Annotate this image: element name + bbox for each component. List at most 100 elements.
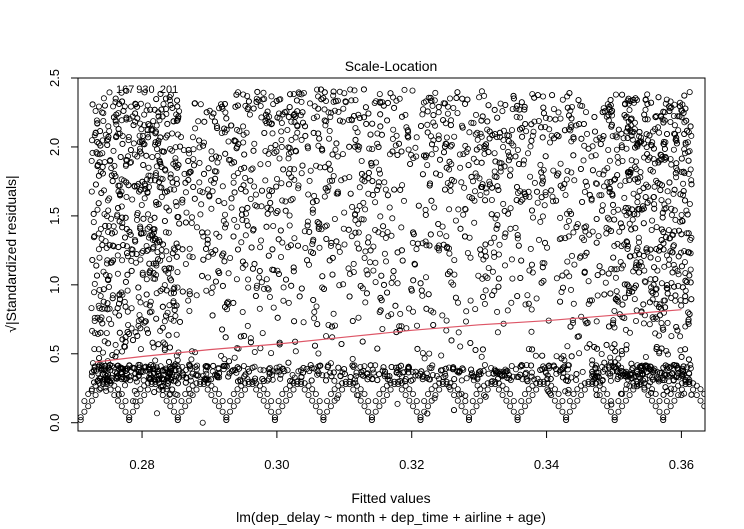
scatter-point bbox=[282, 276, 289, 283]
scatter-point bbox=[134, 183, 141, 190]
scatter-point bbox=[179, 199, 186, 206]
scatter-point bbox=[445, 245, 452, 252]
scatter-point bbox=[341, 366, 348, 373]
scatter-point bbox=[592, 180, 599, 187]
scatter-point bbox=[499, 373, 506, 380]
scatter-point bbox=[365, 398, 372, 405]
scatter-point bbox=[110, 114, 117, 121]
scatter-point bbox=[309, 209, 316, 216]
scatter-point bbox=[365, 110, 372, 117]
scatter-point bbox=[208, 382, 215, 389]
scatter-point bbox=[419, 111, 426, 118]
scatter-point bbox=[388, 363, 395, 370]
scatter-point bbox=[336, 117, 343, 124]
scatter-point bbox=[265, 252, 272, 259]
scatter-point bbox=[506, 172, 513, 179]
scatter-point bbox=[138, 201, 145, 208]
scatter-point bbox=[313, 113, 320, 120]
scatter-point bbox=[162, 229, 169, 236]
scatter-point bbox=[557, 298, 564, 305]
scatter-point bbox=[592, 365, 599, 372]
scatter-point bbox=[540, 104, 547, 111]
scatter-point bbox=[281, 109, 288, 116]
scatter-point bbox=[639, 370, 646, 377]
scatter-point bbox=[618, 130, 625, 137]
scatter-point bbox=[105, 228, 112, 235]
scatter-point bbox=[670, 190, 677, 197]
scatter-point bbox=[223, 416, 230, 423]
scatter-point bbox=[432, 145, 439, 152]
scatter-point bbox=[364, 239, 371, 246]
scatter-point bbox=[241, 151, 248, 158]
scatter-point bbox=[637, 375, 644, 382]
scatter-point bbox=[326, 127, 333, 134]
scatter-point bbox=[595, 369, 602, 376]
scatter-point bbox=[295, 185, 302, 192]
scatter-point bbox=[540, 378, 547, 385]
scatter-point bbox=[325, 160, 332, 167]
scatter-point bbox=[423, 242, 430, 249]
scatter-point bbox=[381, 179, 388, 186]
scatter-point bbox=[186, 291, 193, 298]
scatter-point bbox=[291, 166, 298, 173]
scatter-point bbox=[244, 204, 251, 211]
scatter-point bbox=[528, 137, 535, 144]
scatter-point bbox=[124, 271, 131, 278]
scatter-point bbox=[94, 272, 101, 279]
scatter-point bbox=[624, 245, 631, 252]
scatter-point bbox=[589, 378, 596, 385]
scatter-point bbox=[388, 311, 395, 318]
scatter-point bbox=[153, 239, 160, 246]
scatter-point bbox=[610, 208, 617, 215]
scatter-point bbox=[460, 211, 467, 218]
scatter-point bbox=[214, 125, 221, 132]
scatter-point bbox=[424, 162, 431, 169]
scatter-point bbox=[606, 185, 613, 192]
scatter-point bbox=[558, 288, 565, 295]
scatter-point bbox=[390, 126, 397, 133]
scatter-point bbox=[273, 183, 280, 190]
scatter-point bbox=[132, 100, 139, 107]
scatter-point bbox=[457, 343, 464, 350]
scatter-point bbox=[642, 106, 649, 113]
scatter-point bbox=[106, 89, 113, 96]
scatter-point bbox=[363, 120, 370, 127]
scatter-point bbox=[249, 378, 256, 385]
scatter-point bbox=[675, 127, 682, 134]
scatter-point bbox=[153, 410, 160, 417]
scatter-point bbox=[611, 307, 618, 314]
scatter-point bbox=[421, 408, 428, 415]
scatter-point bbox=[237, 333, 244, 340]
scatter-point bbox=[512, 153, 519, 160]
scatter-point bbox=[593, 180, 600, 187]
scatter-point bbox=[144, 131, 151, 138]
scatter-point bbox=[505, 371, 512, 378]
scatter-point bbox=[206, 192, 213, 199]
scatter-point bbox=[260, 285, 267, 292]
scatter-point bbox=[505, 148, 512, 155]
scatter-point bbox=[182, 379, 189, 386]
scatter-point bbox=[659, 209, 666, 216]
scatter-point bbox=[138, 249, 145, 256]
scatter-point bbox=[682, 293, 689, 300]
scatter-point bbox=[574, 386, 581, 393]
scatter-point bbox=[444, 243, 451, 250]
scatter-point bbox=[421, 355, 428, 362]
scatter-point bbox=[579, 234, 586, 241]
scatter-point bbox=[335, 243, 342, 250]
scatter-point bbox=[604, 390, 611, 397]
scatter-point bbox=[678, 302, 685, 309]
scatter-point bbox=[302, 132, 309, 139]
scatter-point bbox=[636, 239, 643, 246]
scatter-point bbox=[114, 305, 121, 312]
scatter-point bbox=[649, 139, 656, 146]
scatter-point bbox=[208, 289, 215, 296]
scatter-point bbox=[539, 259, 546, 266]
scatter-point bbox=[435, 109, 442, 116]
scatter-point bbox=[105, 222, 112, 229]
scatter-point bbox=[242, 232, 249, 239]
scatter-point bbox=[439, 223, 446, 230]
scatter-point bbox=[300, 364, 307, 371]
scatter-point bbox=[165, 270, 172, 277]
scatter-point bbox=[231, 354, 238, 361]
